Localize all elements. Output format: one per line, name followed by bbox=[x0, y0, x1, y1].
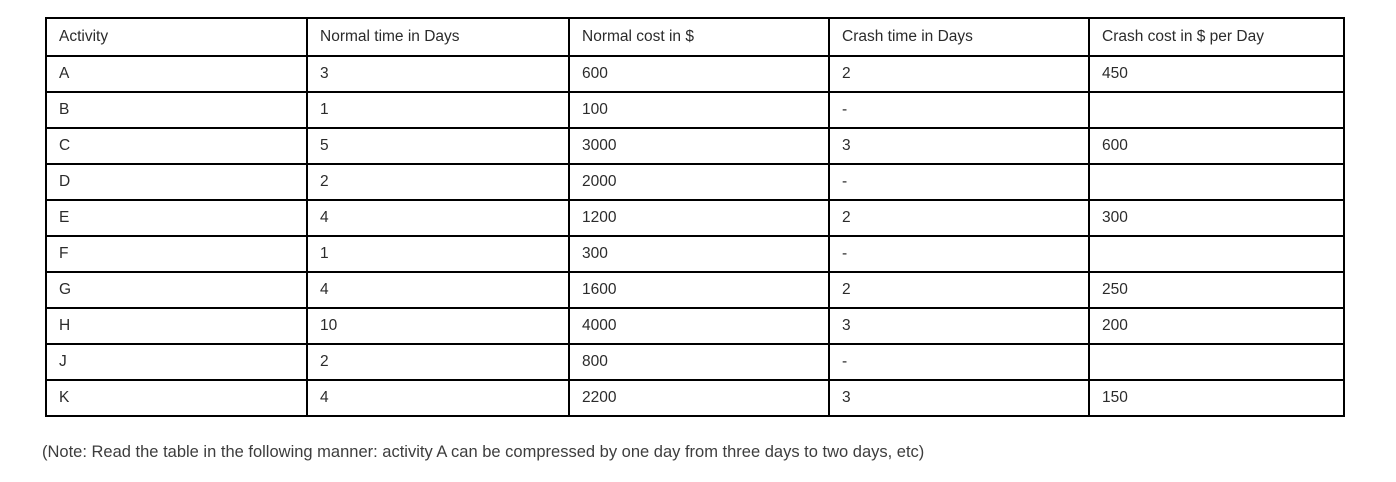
table-cell: 3 bbox=[828, 307, 1090, 345]
table-cell: 4000 bbox=[568, 307, 830, 345]
table-cell: 4 bbox=[306, 271, 570, 309]
table-cell bbox=[1088, 235, 1345, 273]
table-cell: 600 bbox=[1088, 127, 1345, 165]
table-cell bbox=[1088, 163, 1345, 201]
table-cell: - bbox=[828, 91, 1090, 129]
table-cell: 2 bbox=[828, 199, 1090, 237]
table-cell: 800 bbox=[568, 343, 830, 381]
table-cell: - bbox=[828, 163, 1090, 201]
table-cell: E bbox=[45, 199, 308, 237]
table-cell: H bbox=[45, 307, 308, 345]
table-cell: - bbox=[828, 235, 1090, 273]
column-header-normal-cost: Normal cost in $ bbox=[568, 17, 830, 57]
column-header-normal-time: Normal time in Days bbox=[306, 17, 570, 57]
table-cell: 300 bbox=[1088, 199, 1345, 237]
table-cell: 2 bbox=[306, 163, 570, 201]
table-row: G 4 1600 2 250 bbox=[45, 271, 1345, 309]
table-cell: G bbox=[45, 271, 308, 309]
table-cell: 4 bbox=[306, 379, 570, 417]
table-cell: J bbox=[45, 343, 308, 381]
table-row: H 10 4000 3 200 bbox=[45, 307, 1345, 345]
column-header-crash-time: Crash time in Days bbox=[828, 17, 1090, 57]
table-header-row: Activity Normal time in Days Normal cost… bbox=[45, 17, 1345, 57]
table-cell: K bbox=[45, 379, 308, 417]
table-cell: 1200 bbox=[568, 199, 830, 237]
table-cell: A bbox=[45, 55, 308, 93]
table-cell: 1 bbox=[306, 91, 570, 129]
table-cell: 3 bbox=[828, 127, 1090, 165]
table-cell: 2 bbox=[828, 271, 1090, 309]
column-header-activity: Activity bbox=[45, 17, 308, 57]
table-row: K 4 2200 3 150 bbox=[45, 379, 1345, 417]
table-row: D 2 2000- bbox=[45, 163, 1345, 201]
activity-crash-table: Activity Normal time in Days Normal cost… bbox=[45, 17, 1345, 417]
table-row: A 3 600 2 450 bbox=[45, 55, 1345, 93]
table-cell: 150 bbox=[1088, 379, 1345, 417]
table-cell: 3000 bbox=[568, 127, 830, 165]
table-cell: 1600 bbox=[568, 271, 830, 309]
table-row: F 1 300- bbox=[45, 235, 1345, 273]
table-cell: D bbox=[45, 163, 308, 201]
table-cell: 4 bbox=[306, 199, 570, 237]
table-cell: 3 bbox=[828, 379, 1090, 417]
table-row: J 2 800- bbox=[45, 343, 1345, 381]
table-row: B 1 100- bbox=[45, 91, 1345, 129]
table-cell: 10 bbox=[306, 307, 570, 345]
column-header-crash-cost: Crash cost in $ per Day bbox=[1088, 17, 1345, 57]
table-cell: - bbox=[828, 343, 1090, 381]
table-cell: 1 bbox=[306, 235, 570, 273]
table-cell bbox=[1088, 91, 1345, 129]
table-cell: 600 bbox=[568, 55, 830, 93]
table-cell: 5 bbox=[306, 127, 570, 165]
table-cell: 3 bbox=[306, 55, 570, 93]
table-cell: 250 bbox=[1088, 271, 1345, 309]
table-cell bbox=[1088, 343, 1345, 381]
table-cell: 300 bbox=[568, 235, 830, 273]
table-row: E 4 1200 2 300 bbox=[45, 199, 1345, 237]
table-row: C 5 3000 3 600 bbox=[45, 127, 1345, 165]
table-cell: 2200 bbox=[568, 379, 830, 417]
table-cell: 450 bbox=[1088, 55, 1345, 93]
table-cell: 200 bbox=[1088, 307, 1345, 345]
table-note: (Note: Read the table in the following m… bbox=[42, 442, 925, 461]
table-cell: F bbox=[45, 235, 308, 273]
activity-crash-table-container: Activity Normal time in Days Normal cost… bbox=[45, 17, 1345, 417]
table-cell: C bbox=[45, 127, 308, 165]
table-cell: 2 bbox=[306, 343, 570, 381]
table-body: A 3 600 2 450 B 1 100- C 5 3000 3 600 D 2 2000- E 4 1200 2 3… bbox=[45, 55, 1345, 417]
table-cell: 100 bbox=[568, 91, 830, 129]
table-cell: B bbox=[45, 91, 308, 129]
table-cell: 2000 bbox=[568, 163, 830, 201]
table-cell: 2 bbox=[828, 55, 1090, 93]
